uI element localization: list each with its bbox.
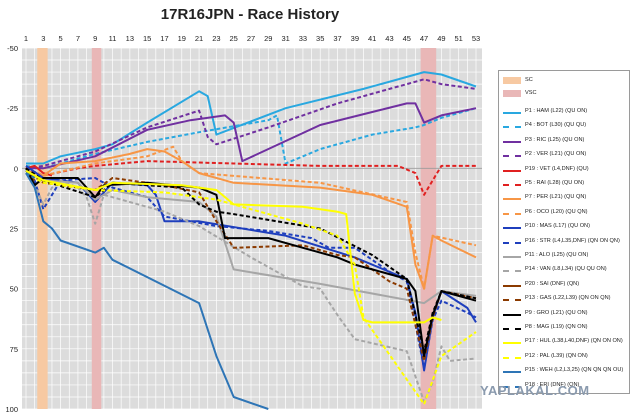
legend-label: P9 : GRO (L21) (QU ON) [525,309,588,316]
series-line [26,71,477,165]
x-tick-label: 35 [316,34,324,43]
x-tick-label: 3 [41,34,45,43]
x-tick-label: 21 [195,34,203,43]
series-line [25,167,477,358]
y-tick-label: -50 [7,44,18,53]
x-tick-label: 43 [385,34,393,43]
x-tick-label: 29 [264,34,272,43]
legend-swatch [503,270,521,273]
series-line [25,170,477,370]
legend-label: P19 : VET (L4,DNF) (QU) [525,165,589,172]
legend-swatch [503,112,521,114]
series-line [25,169,477,362]
x-tick-label: 27 [247,34,255,43]
legend-swatch [503,356,521,359]
x-tick-label: 5 [59,34,63,43]
chart-title: 17R16JPN - Race History [160,6,340,23]
legend-label: P5 : RAI (L28) (QU ON) [525,180,585,186]
series-line [25,172,36,179]
legend-swatch [503,184,521,186]
x-tick-label: 19 [178,34,186,43]
x-tick-label: 13 [126,34,134,43]
x-tick-label: 15 [143,34,151,43]
legend-swatch [503,77,521,84]
legend-label: P13 : GAS (L22,L39) (QN ON QN) [525,295,611,302]
series-line [25,169,442,324]
legend-label: P10 : MAS (L17) (QU ON) [525,223,590,230]
legend-swatch [503,169,521,172]
x-tick-label: 7 [76,34,80,43]
x-tick-label: 41 [368,34,376,43]
y-tick-label: 100 [5,405,18,414]
y-tick-label: 75 [10,345,18,354]
series-line [25,172,269,410]
series-line [26,102,477,170]
legend-swatch [503,284,521,287]
y-tick-label: -25 [7,104,18,113]
legend-label: P6 : OCO (L20) (QU QN) [525,208,588,215]
legend-label: P14 : VAN (L8,L34) (QU QU ON) [525,266,607,273]
series-line [25,78,477,170]
x-tick-label: 47 [420,34,428,43]
x-tick-label: 9 [93,34,97,43]
legend-label: P16 : STR (L4,L35,DNF) (QN ON QN) [525,237,620,244]
legend-label: P12 : PAL (L39) (QN ON) [525,352,588,359]
legend-swatch [503,299,521,302]
x-tick-label: 31 [281,34,289,43]
series-lines [25,71,477,410]
x-tick-label: 39 [351,34,359,43]
series-line [25,172,477,406]
band-sc [37,48,48,409]
x-tick-label: 1 [24,34,28,43]
legend-swatch [503,241,521,244]
x-tick-label: 53 [472,34,480,43]
legend-label: P18 : ERI (DNF) (QN) [525,381,580,388]
legend-label: P4 : BOT (L30) (QU QU) [525,122,587,129]
legend-label: P17 : HUL (L38,L40,DNF) (QN ON ON) [525,338,623,345]
y-tick-label: 50 [10,285,18,294]
legend-swatch [503,155,521,158]
x-tick-label: 49 [437,34,445,43]
x-tick-label: 11 [109,34,117,43]
legend-swatch [503,126,521,129]
x-tick-label: 33 [299,34,307,43]
legend-swatch [503,198,521,201]
x-tick-label: 23 [212,34,220,43]
legend-swatch [503,371,521,374]
legend-label: P20 : SAI (DNF) (QN) [525,280,580,287]
x-tick-label: 25 [230,34,238,43]
series-line [25,167,477,353]
watermark: YAPLAKAL.COM [480,383,590,398]
legend-swatch [503,227,521,230]
legend-label: VSC [525,90,537,96]
legend-label: P1 : HAM (L22) (QU ON) [525,108,588,114]
legend-swatch [503,342,521,345]
legend-swatch [503,313,521,316]
y-tick-label: 25 [10,225,18,234]
x-tick-label: 51 [455,34,463,43]
legend-swatch [503,385,521,388]
legend-swatch [503,90,521,97]
x-tick-label: 17 [160,34,168,43]
legend-swatch [503,212,521,215]
x-tick-label: 37 [333,34,341,43]
series-line [25,169,477,305]
legend-label: P3 : RIC (L25) (QU ON) [525,136,585,143]
axes: 1 3 5 7 9 11 13 15 17 19 21 23 25 27 29 31 33 35 37 39 41 43 4… [5,34,482,414]
legend-label: P2 : VER (L21) (QU ON) [525,151,587,158]
band-vsc [91,48,102,409]
y-tick-label: 0 [14,164,18,173]
legend-label: P7 : PER (L21) (QU QN) [525,194,587,201]
x-tick-label: 45 [403,34,411,43]
legend-label: SC [525,77,533,83]
series-line [25,145,477,290]
legend: SC VSC P1 : HAM (L22) (QU ON) P4 : BOT (L… [498,70,630,394]
legend-label: P11 : ALO (L25) (QU ON) [525,252,589,258]
legend-swatch [503,328,521,330]
legend-label: P15 : WEH (L2,L3,25) (QN QN QN OU) [525,367,624,374]
legend-swatch [503,140,521,143]
legend-label: P8 : MAG (L19) (QN ON) [525,324,588,330]
legend-swatch [503,256,521,258]
